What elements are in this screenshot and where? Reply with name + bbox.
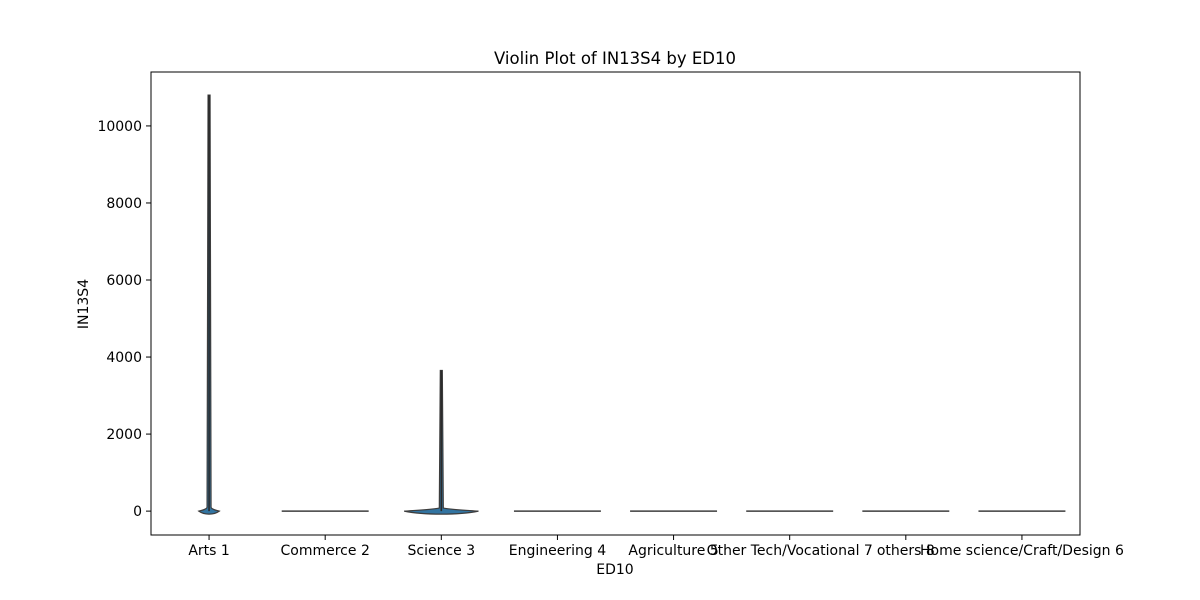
plot-frame <box>150 71 1081 536</box>
x-tick-label: others 8 <box>877 543 935 559</box>
x-tick-label: Engineering 4 <box>509 543 606 559</box>
y-tick-label: 6000 <box>106 273 142 289</box>
y-axis: 0 2000 4000 6000 8000 10000 <box>97 119 151 520</box>
y-tick-label: 0 <box>133 504 142 520</box>
y-tick-label: 10000 <box>97 119 142 135</box>
x-tick-label: Science 3 <box>407 543 475 559</box>
x-tick-label: Other Tech/Vocational 7 <box>707 543 873 559</box>
violin-1 <box>197 94 221 515</box>
x-tick-label: Commerce 2 <box>281 543 370 559</box>
x-tick-label: Agriculture 5 <box>628 543 718 559</box>
violin-group <box>197 94 1066 515</box>
x-axis: Arts 1 Commerce 2 Science 3 Engineering 4 Ag… <box>188 535 1124 559</box>
y-tick-label: 8000 <box>106 196 142 212</box>
x-tick-label: Arts 1 <box>188 543 229 559</box>
chart-title: Violin Plot of IN13S4 by ED10 <box>494 49 736 68</box>
y-tick-label: 4000 <box>106 350 142 366</box>
x-tick-label: Home science/Craft/Design 6 <box>920 543 1124 559</box>
y-tick-label: 2000 <box>106 427 142 443</box>
violin-3 <box>404 369 479 515</box>
y-axis-label: IN13S4 <box>76 279 92 329</box>
x-axis-label: ED10 <box>596 562 633 578</box>
